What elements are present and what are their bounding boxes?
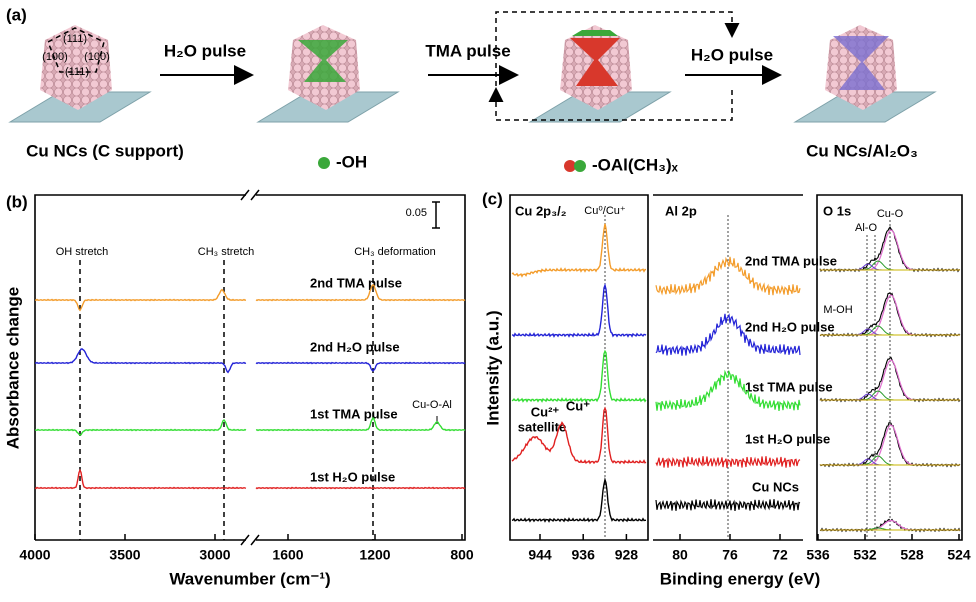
x-tick-label: 800 bbox=[450, 547, 474, 563]
annotation: CH₃ stretch bbox=[198, 246, 254, 258]
plot-frame bbox=[816, 194, 963, 541]
spectrum bbox=[655, 369, 801, 411]
x-axis-label: Binding energy (eV) bbox=[660, 569, 821, 588]
x-tick-label: 524 bbox=[947, 547, 971, 563]
axis-break bbox=[240, 189, 260, 546]
trace-label: 2nd H₂O pulse bbox=[310, 339, 400, 354]
trace-label: 2nd TMA pulse bbox=[310, 275, 402, 290]
annotation: Cu-O-Al bbox=[412, 399, 452, 411]
subplot-title: Cu 2p₃/₂ bbox=[515, 203, 567, 218]
spectrum bbox=[655, 499, 801, 511]
trace-label: 1st H₂O pulse bbox=[310, 469, 395, 484]
trace-label: 2nd H₂O pulse bbox=[745, 319, 835, 334]
facet-label: (100) bbox=[42, 51, 68, 63]
trace-label: 2nd TMA pulse bbox=[745, 253, 837, 268]
x-tick-label: 3000 bbox=[199, 547, 230, 563]
spectrum bbox=[655, 456, 801, 468]
annotation: Cu-O bbox=[877, 208, 904, 220]
subplot-title: O 1s bbox=[823, 203, 851, 218]
legend-dot bbox=[574, 160, 586, 172]
panel-label: (b) bbox=[6, 192, 28, 211]
legend-dot bbox=[318, 157, 330, 169]
legend-dot bbox=[564, 160, 576, 172]
caption: -OAl(CH₃)ₓ bbox=[592, 155, 679, 174]
annotation: satellite bbox=[518, 419, 566, 434]
arrow-label: H₂O pulse bbox=[691, 45, 773, 64]
spectrum bbox=[255, 283, 466, 302]
spectrum bbox=[655, 256, 801, 296]
plot-frame bbox=[34, 194, 466, 541]
spectrum bbox=[255, 361, 466, 372]
x-tick-label: 936 bbox=[572, 547, 596, 563]
x-tick-label: 1200 bbox=[359, 547, 390, 563]
cycle-arrow bbox=[488, 87, 733, 121]
annotation: Cu⁺ bbox=[566, 398, 590, 413]
annotation: CH₃ deformation bbox=[354, 246, 436, 258]
annotation: M-OH bbox=[823, 304, 852, 316]
spectrum bbox=[511, 282, 647, 338]
trace-label: 1st TMA pulse bbox=[310, 406, 398, 421]
subplot-title: Al 2p bbox=[665, 203, 697, 218]
y-axis-label: Intensity (a.u.) bbox=[483, 310, 502, 425]
spectrum bbox=[511, 223, 646, 278]
spectrum bbox=[34, 288, 247, 312]
arrow-label: H₂O pulse bbox=[164, 41, 246, 60]
spectrum bbox=[255, 486, 466, 490]
cycle-arrow bbox=[495, 11, 740, 95]
spectrum bbox=[511, 476, 646, 523]
facet-label: (111) bbox=[63, 33, 87, 45]
trace-label: 1st TMA pulse bbox=[745, 379, 833, 394]
annotation: OH stretch bbox=[56, 246, 109, 258]
x-tick-label: 72 bbox=[772, 547, 788, 563]
scale-bar bbox=[432, 201, 440, 229]
plot-frame bbox=[509, 194, 649, 541]
caption: Cu NCs/Al₂O₃ bbox=[806, 141, 918, 160]
facet-label: (100) bbox=[84, 51, 110, 63]
spectrum bbox=[511, 406, 647, 465]
x-tick-label: 1600 bbox=[272, 547, 303, 563]
annotation: Cu⁰/Cu⁺ bbox=[584, 205, 626, 217]
cluster-schematics bbox=[8, 25, 937, 123]
x-tick-label: 76 bbox=[722, 547, 738, 563]
scale-bar-label: 0.05 bbox=[406, 207, 427, 219]
spectrum bbox=[35, 348, 247, 374]
spectrum bbox=[655, 313, 801, 356]
arrow-label: TMA pulse bbox=[425, 41, 510, 60]
facet-label: (111) bbox=[65, 66, 89, 78]
caption: -OH bbox=[336, 152, 367, 171]
x-tick-label: 3500 bbox=[109, 547, 140, 563]
x-tick-label: 4000 bbox=[19, 547, 50, 563]
x-tick-label: 928 bbox=[615, 547, 639, 563]
panel-label: (c) bbox=[482, 189, 503, 208]
spectrum bbox=[255, 416, 466, 432]
x-tick-label: 944 bbox=[528, 547, 552, 563]
y-axis-label: Absorbance change bbox=[3, 287, 22, 450]
trace-label: 1st H₂O pulse bbox=[745, 431, 830, 446]
x-axis-label: Wavenumber (cm⁻¹) bbox=[169, 569, 330, 588]
spectrum bbox=[34, 418, 247, 436]
spectrum bbox=[511, 349, 647, 403]
annotation: Al-O bbox=[855, 222, 877, 234]
caption: Cu NCs (C support) bbox=[26, 141, 184, 160]
annotation: Cu²⁺ bbox=[531, 404, 560, 419]
x-tick-label: 536 bbox=[806, 547, 830, 563]
x-tick-label: 80 bbox=[672, 547, 688, 563]
spectrum bbox=[34, 468, 247, 490]
x-tick-label: 532 bbox=[853, 547, 877, 563]
x-tick-label: 528 bbox=[900, 547, 924, 563]
panel-label: (a) bbox=[6, 5, 27, 24]
trace-label: Cu NCs bbox=[752, 479, 799, 494]
